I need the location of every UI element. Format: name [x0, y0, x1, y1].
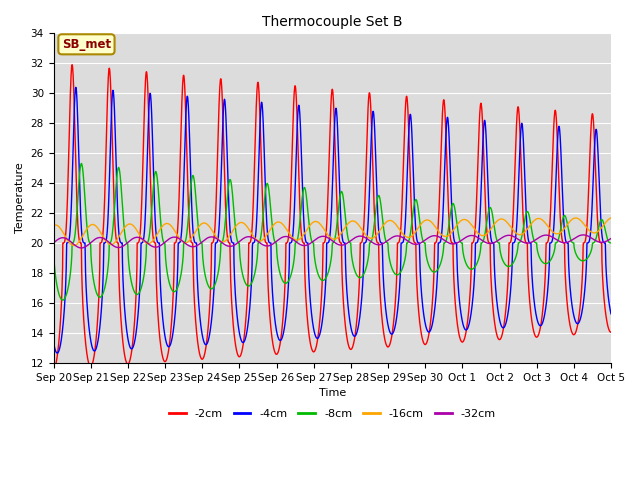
-8cm [59, 297, 67, 303]
-2cm [68, 62, 76, 68]
-2cm [558, 236, 566, 241]
Title: Thermocouple Set B: Thermocouple Set B [262, 15, 403, 29]
-16cm [70, 242, 78, 248]
-2cm [349, 344, 356, 350]
Y-axis label: Temperature: Temperature [15, 163, 25, 233]
-8cm [349, 260, 356, 266]
-8cm [574, 254, 582, 260]
-2cm [205, 311, 213, 316]
-16cm [573, 216, 581, 221]
-8cm [361, 269, 369, 275]
-8cm [607, 240, 615, 246]
-8cm [77, 161, 85, 167]
-4cm [495, 312, 502, 318]
-4cm [574, 321, 582, 326]
-32cm [573, 234, 581, 240]
Line: -4cm: -4cm [54, 87, 611, 353]
-32cm [77, 245, 85, 251]
-32cm [607, 236, 615, 241]
-4cm [72, 84, 79, 90]
-8cm [205, 285, 213, 290]
-4cm [558, 183, 566, 189]
-16cm [50, 223, 58, 228]
-4cm [53, 350, 61, 356]
-32cm [361, 234, 369, 240]
-2cm [607, 329, 615, 335]
-32cm [558, 240, 566, 245]
-32cm [495, 237, 502, 243]
-4cm [349, 331, 356, 337]
-32cm [349, 237, 356, 242]
Legend: -2cm, -4cm, -8cm, -16cm, -32cm: -2cm, -4cm, -8cm, -16cm, -32cm [164, 405, 500, 423]
-4cm [361, 240, 369, 246]
-2cm [495, 336, 502, 342]
-16cm [205, 224, 213, 229]
-2cm [361, 205, 369, 211]
Text: SB_met: SB_met [62, 38, 111, 51]
-16cm [558, 228, 566, 234]
Line: -8cm: -8cm [54, 164, 611, 300]
-4cm [607, 311, 615, 317]
-8cm [495, 240, 502, 246]
-2cm [50, 366, 58, 372]
-32cm [50, 240, 58, 246]
Line: -32cm: -32cm [54, 235, 611, 248]
-8cm [558, 218, 566, 224]
Line: -16cm: -16cm [54, 218, 611, 245]
X-axis label: Time: Time [319, 388, 346, 398]
Line: -2cm: -2cm [54, 65, 611, 369]
-4cm [50, 339, 58, 345]
-16cm [349, 218, 356, 224]
-2cm [573, 323, 581, 329]
-4cm [205, 332, 213, 338]
-16cm [607, 215, 615, 221]
-16cm [361, 230, 369, 236]
-32cm [205, 234, 213, 240]
-32cm [579, 232, 587, 238]
-16cm [495, 217, 502, 223]
-8cm [50, 240, 58, 246]
